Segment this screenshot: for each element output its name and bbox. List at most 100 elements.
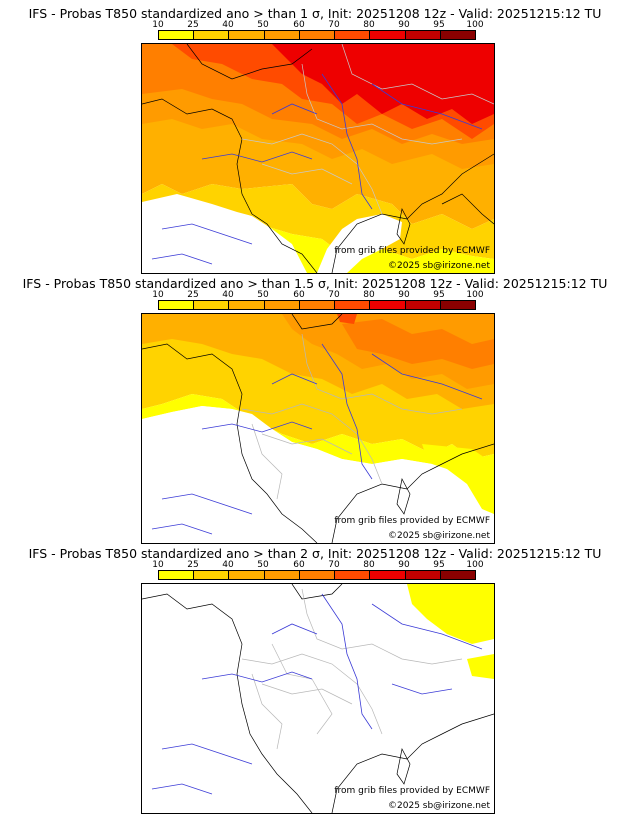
prob-area-80: [272, 44, 494, 124]
prob-area-10: [467, 654, 494, 679]
map-graphic: [142, 314, 494, 543]
coastline: [396, 207, 411, 245]
credit-grib: from grib files provided by ECMWF: [334, 786, 490, 796]
colorbar-label: 90: [398, 20, 410, 30]
colorbar-swatch: [159, 571, 195, 579]
panel-2: IFS - Probas T850 standardized ano > tha…: [0, 276, 630, 548]
river: [161, 743, 253, 765]
river: [161, 223, 253, 245]
coastline: [441, 193, 494, 225]
border: [241, 653, 383, 735]
colorbar-label: 40: [222, 20, 234, 30]
colorbar-swatch: [440, 571, 475, 579]
colorbar-swatch: [264, 31, 300, 39]
border: [301, 588, 463, 665]
border: [241, 133, 383, 215]
colorbar-label: 10: [152, 290, 164, 300]
colorbar-swatch: [405, 571, 441, 579]
coastline: [142, 343, 318, 543]
no-prob-area: [142, 194, 307, 273]
panel-1: IFS - Probas T850 standardized ano > tha…: [0, 6, 630, 278]
river: [371, 603, 483, 650]
river: [271, 103, 318, 115]
colorbar-swatch: [229, 301, 265, 309]
colorbar-label: 10: [152, 20, 164, 30]
map-graphic: [142, 584, 494, 813]
credit-copyright: ©2025 sb@irizone.net: [388, 261, 490, 271]
credit-grib: from grib files provided by ECMWF: [334, 246, 490, 256]
colorbar-label: 40: [222, 290, 234, 300]
colorbar-labels: 10 25 40 50 60 70 80 90 95 100: [148, 20, 498, 30]
river: [151, 783, 213, 795]
border: [241, 403, 383, 485]
colorbar-swatch: [194, 301, 230, 309]
river: [371, 353, 483, 400]
colorbar: [158, 570, 476, 580]
colorbar-label: 90: [398, 560, 410, 570]
colorbar: [158, 30, 476, 40]
colorbar-label: 95: [433, 20, 445, 30]
colorbar-label: 25: [187, 290, 199, 300]
colorbar-label: 100: [466, 560, 484, 570]
colorbar-label: 10: [152, 560, 164, 570]
colorbar-label: 80: [363, 560, 375, 570]
colorbar-swatch: [159, 301, 195, 309]
coastline: [396, 747, 411, 785]
colorbar-swatch: [194, 31, 230, 39]
colorbar-swatch: [299, 31, 336, 39]
colorbar-label: 60: [293, 20, 305, 30]
panel-title: IFS - Probas T850 standardized ano > tha…: [22, 276, 608, 291]
colorbar-label: 70: [328, 290, 340, 300]
prob-area-60: [342, 319, 494, 369]
river: [371, 83, 483, 130]
border: [301, 63, 463, 145]
border: [251, 423, 283, 500]
river: [201, 151, 313, 163]
coastline: [291, 584, 343, 600]
map-graphic: [142, 44, 494, 273]
river: [151, 523, 213, 535]
colorbar-label: 40: [222, 560, 234, 570]
colorbar-label: 50: [257, 290, 269, 300]
colorbar-swatch: [229, 571, 265, 579]
river: [151, 253, 213, 265]
prob-area-10: [142, 394, 494, 479]
colorbar-swatch: [299, 571, 336, 579]
river: [271, 623, 318, 635]
colorbar-swatch: [405, 301, 441, 309]
coastline: [142, 593, 313, 813]
coastline: [291, 314, 343, 330]
colorbar-swatch: [370, 301, 406, 309]
panel-title: IFS - Probas T850 standardized ano > tha…: [28, 6, 602, 21]
credit-grib: from grib files provided by ECMWF: [334, 516, 490, 526]
probability-map: from grib files provided by ECMWF ©2025 …: [141, 43, 495, 274]
colorbar-label: 100: [466, 290, 484, 300]
probability-map: from grib files provided by ECMWF ©2025 …: [141, 313, 495, 544]
colorbar-label: 60: [293, 560, 305, 570]
colorbar-label: 60: [293, 290, 305, 300]
panel-title: IFS - Probas T850 standardized ano > tha…: [28, 546, 602, 561]
river: [321, 593, 373, 730]
colorbar-label: 50: [257, 560, 269, 570]
credit-copyright: ©2025 sb@irizone.net: [388, 531, 490, 541]
colorbar-label: 80: [363, 20, 375, 30]
border: [271, 643, 333, 735]
colorbar-swatch: [229, 31, 265, 39]
colorbar-label: 25: [187, 560, 199, 570]
colorbar-swatch: [264, 571, 300, 579]
border: [251, 673, 283, 750]
colorbar-swatch: [335, 31, 371, 39]
colorbar-labels: 10 25 40 50 60 70 80 90 95 100: [148, 560, 498, 570]
prob-area-10: [407, 584, 494, 644]
colorbar-swatch: [370, 31, 406, 39]
credit-copyright: ©2025 sb@irizone.net: [388, 801, 490, 811]
border: [261, 163, 353, 185]
colorbar-label: 25: [187, 20, 199, 30]
no-prob-area: [317, 214, 402, 273]
border: [341, 44, 494, 105]
river: [201, 421, 313, 433]
river: [321, 343, 373, 480]
colorbar-swatch: [335, 301, 371, 309]
colorbar-label: 70: [328, 560, 340, 570]
colorbar-label: 100: [466, 20, 484, 30]
